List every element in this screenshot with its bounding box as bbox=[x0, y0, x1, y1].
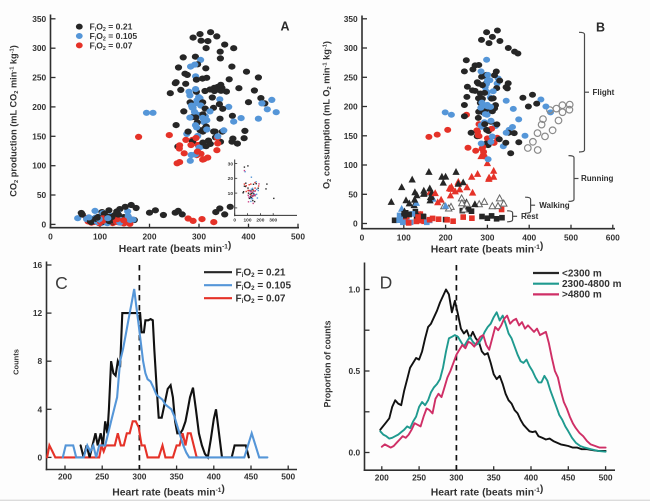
svg-text:4: 4 bbox=[38, 404, 43, 414]
svg-text:Heart rate (beats min-1): Heart rate (beats min-1) bbox=[431, 241, 544, 255]
svg-text:100: 100 bbox=[243, 218, 251, 224]
svg-text:0: 0 bbox=[38, 452, 43, 462]
svg-text:350: 350 bbox=[32, 14, 46, 24]
svg-text:Running: Running bbox=[581, 174, 614, 183]
svg-text:FiO2 = 0.07: FiO2 = 0.07 bbox=[236, 294, 286, 306]
svg-text:200: 200 bbox=[256, 218, 264, 224]
svg-text:300: 300 bbox=[480, 232, 494, 242]
svg-text:50: 50 bbox=[37, 190, 47, 200]
svg-text:300: 300 bbox=[344, 43, 358, 53]
svg-text:Rest: Rest bbox=[521, 212, 539, 221]
svg-text:150: 150 bbox=[344, 131, 358, 141]
svg-text:0: 0 bbox=[360, 232, 365, 242]
svg-text:0: 0 bbox=[42, 219, 47, 229]
svg-text:300: 300 bbox=[32, 43, 46, 53]
svg-text:16: 16 bbox=[33, 260, 43, 270]
svg-text:10: 10 bbox=[228, 191, 234, 197]
svg-text:450: 450 bbox=[244, 472, 258, 482]
svg-text:12: 12 bbox=[33, 308, 43, 318]
svg-text:200: 200 bbox=[32, 102, 46, 112]
svg-text:Counts: Counts bbox=[12, 349, 21, 375]
svg-text:Heart rate (beats min-1): Heart rate (beats min-1) bbox=[112, 484, 225, 498]
svg-text:Proportion of counts: Proportion of counts bbox=[323, 320, 333, 407]
svg-text:150: 150 bbox=[32, 131, 46, 141]
svg-text:<2300 m: <2300 m bbox=[562, 268, 602, 279]
svg-text:FiO2 = 0.21: FiO2 = 0.21 bbox=[236, 268, 286, 280]
svg-text:300: 300 bbox=[269, 218, 277, 224]
svg-text:B: B bbox=[596, 21, 605, 35]
svg-text:20: 20 bbox=[228, 176, 234, 182]
svg-text:0: 0 bbox=[48, 231, 53, 241]
svg-text:250: 250 bbox=[95, 472, 109, 482]
svg-text:0: 0 bbox=[353, 219, 358, 229]
svg-text:250: 250 bbox=[344, 72, 358, 82]
svg-text:350: 350 bbox=[170, 472, 184, 482]
svg-text:0.5: 0.5 bbox=[349, 366, 361, 376]
svg-text:500: 500 bbox=[564, 232, 578, 242]
svg-text:O2 consumption (mL O2 min-1 kg: O2 consumption (mL O2 min-1 kg-1) bbox=[322, 41, 334, 189]
svg-text:200: 200 bbox=[375, 473, 389, 483]
svg-text:200: 200 bbox=[439, 232, 453, 242]
svg-text:30: 30 bbox=[228, 161, 234, 167]
svg-text:100: 100 bbox=[344, 160, 358, 170]
svg-text:300: 300 bbox=[449, 473, 463, 483]
svg-text:Flight: Flight bbox=[593, 88, 615, 97]
svg-text:0: 0 bbox=[230, 206, 233, 212]
svg-text:250: 250 bbox=[32, 73, 46, 83]
svg-text:0: 0 bbox=[233, 218, 236, 224]
svg-text:A: A bbox=[280, 20, 289, 34]
svg-text:FiO2 = 0.105: FiO2 = 0.105 bbox=[90, 31, 138, 43]
svg-text:>4800 m: >4800 m bbox=[562, 290, 602, 301]
svg-text:350: 350 bbox=[344, 14, 358, 24]
svg-text:8: 8 bbox=[38, 356, 43, 366]
svg-text:100: 100 bbox=[93, 231, 107, 241]
svg-text:500: 500 bbox=[291, 231, 305, 241]
svg-text:100: 100 bbox=[397, 232, 411, 242]
svg-text:FiO2 = 0.07: FiO2 = 0.07 bbox=[90, 40, 133, 52]
svg-text:300: 300 bbox=[132, 472, 146, 482]
svg-text:CO2 production (mL CO2 min-1 k: CO2 production (mL CO2 min-1 kg-1) bbox=[9, 45, 21, 197]
svg-text:FiO2 = 0.21: FiO2 = 0.21 bbox=[90, 22, 133, 34]
svg-text:200: 200 bbox=[344, 102, 358, 112]
svg-text:Walking: Walking bbox=[539, 201, 569, 210]
svg-text:C: C bbox=[55, 273, 68, 293]
svg-text:50: 50 bbox=[348, 189, 358, 199]
svg-text:400: 400 bbox=[207, 472, 221, 482]
svg-text:400: 400 bbox=[242, 231, 256, 241]
svg-text:600: 600 bbox=[606, 232, 620, 242]
svg-text:Heart rate (beats min-1): Heart rate (beats min-1) bbox=[431, 484, 544, 498]
svg-text:1.0: 1.0 bbox=[349, 285, 361, 295]
svg-text:300: 300 bbox=[192, 231, 206, 241]
svg-text:500: 500 bbox=[599, 473, 613, 483]
svg-text:2300-4800 m: 2300-4800 m bbox=[562, 279, 622, 290]
svg-text:400: 400 bbox=[524, 473, 538, 483]
svg-text:450: 450 bbox=[561, 473, 575, 483]
svg-text:500: 500 bbox=[281, 472, 295, 482]
svg-text:250: 250 bbox=[412, 473, 426, 483]
svg-text:200: 200 bbox=[58, 472, 72, 482]
svg-text:400: 400 bbox=[522, 232, 536, 242]
svg-text:0.0: 0.0 bbox=[349, 448, 361, 458]
svg-text:D: D bbox=[380, 273, 393, 293]
svg-text:Heart rate (beats min-1): Heart rate (beats min-1) bbox=[119, 241, 232, 255]
svg-text:350: 350 bbox=[487, 473, 501, 483]
svg-text:FiO2 = 0.105: FiO2 = 0.105 bbox=[236, 281, 292, 293]
svg-text:200: 200 bbox=[143, 231, 157, 241]
svg-text:100: 100 bbox=[32, 161, 46, 171]
